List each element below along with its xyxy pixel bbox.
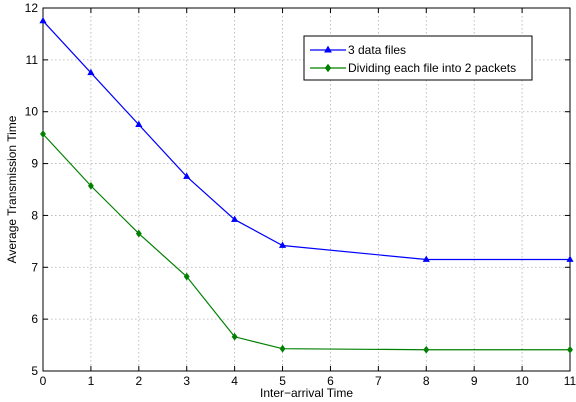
x-tick-label: 0 — [40, 374, 47, 388]
data-point — [567, 345, 573, 354]
data-point — [422, 255, 430, 262]
data-point — [87, 181, 94, 190]
y-tick-label: 7 — [31, 260, 38, 274]
data-point — [423, 345, 430, 354]
x-tick-label: 3 — [183, 374, 190, 388]
data-point — [135, 120, 143, 128]
series-1 — [39, 16, 574, 262]
data-point — [183, 272, 190, 281]
y-tick-label: 8 — [31, 208, 38, 222]
data-point — [566, 255, 574, 262]
x-tick-label: 4 — [231, 374, 238, 388]
x-tick-label: 10 — [515, 374, 529, 388]
data-point — [231, 215, 239, 222]
y-axis-label: Average Transmission Time — [5, 115, 19, 263]
y-tick-label: 6 — [31, 312, 38, 326]
y-tick-label: 10 — [25, 105, 39, 119]
x-tick-label: 2 — [135, 374, 142, 388]
x-tick-label: 6 — [327, 374, 334, 388]
legend-box — [303, 35, 533, 81]
x-tick-label: 5 — [279, 374, 286, 388]
data-point — [135, 229, 142, 238]
data-point — [183, 172, 191, 179]
y-tick-label: 5 — [31, 364, 38, 378]
y-tick-label: 12 — [25, 1, 39, 15]
x-axis-label: Inter−arrival Time — [260, 386, 353, 400]
data-point — [231, 332, 238, 341]
legend-marker-series-1 — [324, 45, 332, 53]
x-tick-label: 11 — [564, 374, 576, 388]
legend: 3 data files Dividing each file into 2 p… — [303, 35, 533, 81]
y-tick-label: 9 — [31, 157, 38, 171]
data-point — [278, 241, 287, 248]
legend-label-series-1: 3 data files — [348, 43, 406, 57]
data-point — [87, 68, 95, 76]
y-tick-label: 11 — [26, 53, 39, 67]
series-group — [39, 16, 574, 354]
data-point — [39, 16, 47, 24]
data-point — [279, 344, 286, 353]
x-tick-label: 9 — [471, 374, 478, 388]
x-tick-label: 1 — [88, 374, 95, 388]
legend-label-series-2: Dividing each file into 2 packets — [348, 61, 516, 75]
data-point — [40, 130, 46, 138]
series-line — [42, 133, 570, 351]
series-line — [42, 20, 570, 261]
legend-marker-series-2 — [324, 63, 332, 73]
series-2 — [40, 130, 573, 354]
x-tick-label: 8 — [423, 374, 430, 388]
plot-frame — [42, 7, 571, 372]
x-tick-label: 7 — [375, 374, 382, 388]
